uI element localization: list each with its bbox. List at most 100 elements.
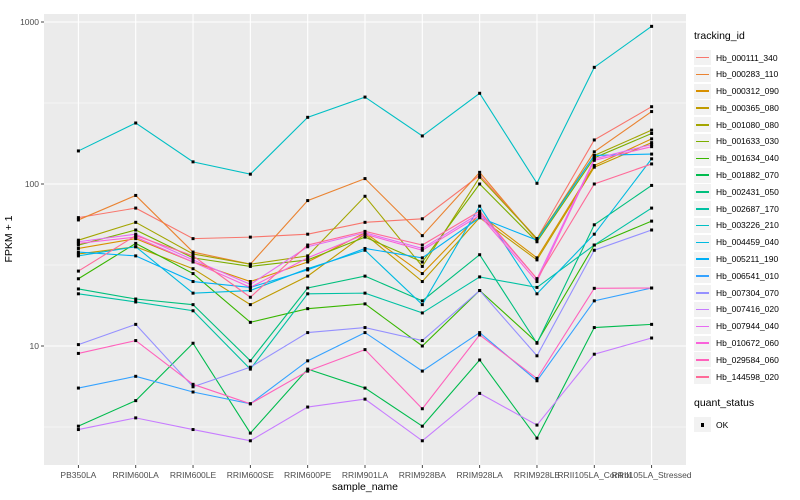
data-point: [306, 258, 310, 262]
legend-line-icon: [696, 140, 709, 143]
data-point: [650, 110, 654, 114]
legend-key-swatch: [694, 234, 711, 250]
data-point: [306, 260, 310, 264]
data-point: [306, 232, 310, 236]
legend-line-icon: [696, 325, 709, 328]
data-point: [535, 436, 539, 440]
legend-item-label: Hb_007416_020: [716, 304, 779, 315]
data-point: [592, 65, 596, 69]
data-point: [650, 157, 654, 161]
data-point: [363, 348, 367, 352]
data-point: [76, 216, 80, 220]
data-point: [191, 160, 195, 164]
data-point: [535, 423, 539, 427]
data-point: [535, 354, 539, 358]
y-tick-label: 100: [25, 179, 39, 189]
legend-line-icon: [696, 56, 709, 59]
data-point: [363, 302, 367, 306]
data-point: [248, 280, 252, 284]
data-point: [248, 285, 252, 289]
data-point: [650, 183, 654, 187]
data-point: [134, 297, 138, 301]
data-point: [363, 232, 367, 236]
data-point: [535, 285, 539, 289]
legend-line-icon: [696, 207, 709, 210]
legend-line-icon: [696, 241, 709, 244]
data-point: [478, 175, 482, 179]
legend-item-label: Hb_144598_020: [716, 371, 779, 382]
data-point: [535, 256, 539, 260]
data-point: [420, 303, 424, 307]
data-point: [478, 170, 482, 174]
legend-item-Hb_002687_170: Hb_002687_170: [694, 201, 798, 217]
legend-item-Hb_004459_040: Hb_004459_040: [694, 234, 798, 250]
data-point: [420, 311, 424, 315]
data-point: [478, 275, 482, 279]
legend-line-icon: [696, 73, 709, 76]
legend-key-swatch: [694, 150, 711, 166]
legend-line-icon: [696, 308, 709, 311]
data-point: [76, 269, 80, 273]
data-point: [248, 235, 252, 239]
legend-key-swatch: [694, 133, 711, 149]
legend-item-label: Hb_010672_060: [716, 338, 779, 349]
data-point: [191, 341, 195, 345]
data-point: [248, 402, 252, 406]
legend-item-label: Hb_004459_040: [716, 237, 779, 248]
data-point: [76, 238, 80, 242]
data-point: [650, 322, 654, 326]
legend-item-label: Hb_000283_110: [716, 69, 779, 80]
data-point: [535, 379, 539, 383]
data-point: [306, 115, 310, 119]
data-point: [478, 333, 482, 337]
legend-item-label: OK: [716, 419, 729, 430]
data-point: [134, 416, 138, 420]
legend-item-label: Hb_002687_170: [716, 203, 779, 214]
legend-shape-items: OK: [694, 417, 798, 433]
data-point: [248, 295, 252, 299]
data-point: [650, 206, 654, 210]
data-point: [420, 256, 424, 260]
data-point: [76, 241, 80, 245]
legend-line-icon: [696, 258, 709, 260]
data-point: [363, 386, 367, 390]
data-point: [478, 209, 482, 213]
data-point: [191, 250, 195, 254]
data-point: [650, 228, 654, 232]
legend-key-swatch: [694, 251, 711, 267]
data-point: [592, 223, 596, 227]
data-point: [248, 439, 252, 443]
data-point: [592, 158, 596, 162]
legend-line-icon: [696, 224, 709, 227]
data-point: [650, 145, 654, 149]
data-point: [420, 264, 424, 268]
data-point: [420, 369, 424, 373]
legend-title-tracking-id: tracking_id: [694, 30, 745, 42]
legend-item-label: Hb_001882_070: [716, 170, 779, 181]
x-tick-label: RRIM600LA: [113, 470, 160, 480]
legend-line-icon: [696, 359, 709, 361]
data-point: [592, 164, 596, 168]
data-point: [134, 374, 138, 378]
data-point: [592, 182, 596, 186]
legend-item-Hb_000111_340: Hb_000111_340: [694, 50, 798, 65]
legend-key-swatch: [694, 417, 711, 433]
data-point: [592, 286, 596, 290]
data-point: [134, 121, 138, 125]
data-point: [76, 424, 80, 428]
legend-item-label: Hb_003226_210: [716, 220, 779, 231]
data-point: [478, 211, 482, 215]
legend-line-icon: [696, 174, 709, 176]
data-point: [478, 213, 482, 217]
legend-item-Hb_002431_050: Hb_002431_050: [694, 184, 798, 200]
data-point: [478, 391, 482, 395]
legend-item-label: Hb_002431_050: [716, 186, 779, 197]
legend-item-label: Hb_001634_040: [716, 153, 779, 164]
data-point: [191, 303, 195, 307]
legend-item-Hb_001633_030: Hb_001633_030: [694, 133, 798, 149]
data-point: [420, 246, 424, 250]
data-point: [191, 280, 195, 284]
legend-item-Hb_144598_020: Hb_144598_020: [694, 369, 798, 385]
legend-item-quant-OK: OK: [694, 417, 798, 433]
